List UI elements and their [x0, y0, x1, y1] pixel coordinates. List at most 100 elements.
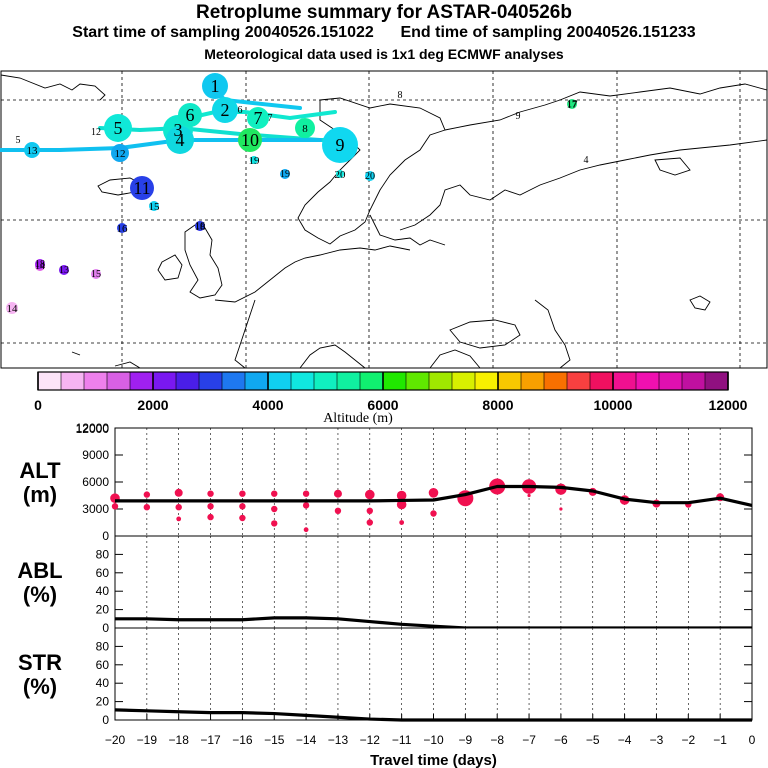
abl-axis-label: (%): [23, 582, 57, 607]
cluster-dot-17: [567, 99, 577, 109]
colorbar-swatch: [153, 372, 177, 390]
altitude-cluster-dot: [271, 490, 278, 497]
plume-label-12: 12: [115, 148, 126, 160]
cluster-label-6: 6: [238, 105, 243, 116]
plume-label-6: 6: [186, 105, 195, 125]
plume-label-1: 1: [211, 76, 220, 96]
cluster-label-9: 9: [516, 111, 521, 122]
plume-marker-11: [130, 176, 154, 200]
altitude-cluster-dot: [302, 502, 310, 509]
x-tick-label: −4: [618, 733, 632, 747]
colorbar-tick-label: 12000: [709, 397, 748, 413]
cluster-dot-15: [91, 269, 101, 279]
plume-marker-10: [238, 128, 262, 152]
sampling-time-line: Start time of sampling 20040526.151022 E…: [72, 24, 696, 41]
x-tick-label: −11: [392, 733, 412, 747]
colorbar-swatch: [475, 372, 499, 390]
colorbar-swatch: [406, 372, 430, 390]
plume-label-4: 4: [176, 130, 185, 150]
colorbar-swatch: [314, 372, 338, 390]
plume-label-9: 9: [336, 135, 345, 155]
x-tick-label: −20: [105, 733, 126, 747]
cluster-dot-19: [280, 169, 290, 179]
x-tick-label: −10: [423, 733, 444, 747]
x-tick-label: −12: [360, 733, 381, 747]
colorbar-swatch: [705, 372, 729, 390]
colorbar-tick-label: 4000: [252, 397, 283, 413]
x-tick-label: 0: [749, 733, 756, 747]
plume-label-3: 3: [174, 120, 183, 140]
y-tick-label: 80: [96, 639, 110, 653]
map-grid: [1, 71, 767, 368]
colorbar-swatch: [130, 372, 154, 390]
plume-label-7: 7: [254, 108, 263, 128]
cluster-label-18: 18: [35, 259, 45, 270]
plume-marker-8: [295, 118, 315, 138]
y-tick-label: 3000: [82, 502, 109, 516]
colorbar-swatch: [659, 372, 683, 390]
altitude-cluster-dot: [303, 527, 309, 533]
altitude-cluster-dot: [143, 491, 151, 498]
cluster-dot-16: [195, 221, 205, 231]
y-tick-label: 12000: [76, 422, 110, 436]
colorbar-swatch: [498, 372, 522, 390]
cluster-label-16: 16: [195, 221, 205, 232]
colorbar-swatch: [360, 372, 384, 390]
colorbar-swatch: [590, 372, 614, 390]
colorbar-swatch: [567, 372, 591, 390]
x-tick-label: −2: [681, 733, 695, 747]
altitude-cluster-dot: [174, 488, 183, 497]
x-tick-label: −15: [264, 733, 285, 747]
cluster-label-19: 19: [280, 169, 290, 180]
altitude-cluster-dot: [527, 493, 531, 498]
colorbar-swatch: [337, 372, 361, 390]
plume-label-8: 8: [302, 123, 308, 135]
abl-panel: 0 20 40 60 80 ABL(%): [17, 535, 753, 635]
altitude-cluster-dot: [334, 507, 342, 514]
colorbar-swatch: [682, 372, 706, 390]
y-tick-label: 9000: [82, 448, 109, 462]
colorbar-swatch: [544, 372, 568, 390]
plume-marker-20: [336, 170, 344, 178]
y-tick-label: 20: [96, 603, 110, 617]
coastlines: [0, 74, 768, 369]
str-axis-label: (%): [23, 674, 57, 699]
plume-marker-2: [212, 97, 238, 123]
abl-axis-label: ABL: [17, 558, 62, 583]
chart-title: Retroplume summary for ASTAR-040526b: [196, 2, 572, 23]
plume-marker-14: [6, 302, 18, 314]
x-tick-label: −6: [554, 733, 568, 747]
y-tick-label: 20: [96, 695, 110, 709]
altitude-cluster-dot: [207, 503, 214, 510]
y-tick-label: 40: [96, 584, 110, 598]
x-tick-label: −19: [137, 733, 158, 747]
colorbar-swatch: [452, 372, 476, 390]
colorbar-tick-label: 6000: [367, 397, 398, 413]
alt-axis-label: (m): [23, 482, 57, 507]
plume-label-2: 2: [221, 100, 230, 120]
plume-marker-16: [117, 223, 127, 233]
y-tick-label: 12000: [76, 421, 110, 435]
colorbar-swatch: [61, 372, 85, 390]
colorbar-tick-label: 8000: [482, 397, 513, 413]
plume-label-15: 15: [149, 201, 161, 213]
x-tick-label: −16: [232, 733, 253, 747]
colorbar-swatch: [383, 372, 407, 390]
plume-marker-9: [322, 127, 358, 163]
altitude-cluster-dot: [271, 520, 278, 527]
altitude-cluster-dot: [271, 505, 278, 513]
plume-marker-7: [247, 107, 269, 129]
y-tick-label: 60: [96, 658, 110, 672]
y-tick-label: 80: [96, 547, 110, 561]
x-tick-label: −3: [650, 733, 664, 747]
cluster-label-8: 8: [398, 90, 403, 101]
altitude-cluster-dot: [207, 490, 214, 497]
altitude-cluster-dot: [559, 507, 563, 511]
colorbar-swatch: [38, 372, 62, 390]
altitude-cluster-dot: [207, 513, 214, 521]
plume-label-18: 18: [195, 221, 207, 233]
plume-marker-5: [104, 114, 132, 142]
cluster-dot-20: [365, 171, 375, 181]
cluster-label-20: 20: [365, 171, 375, 182]
altitude-cluster-dot: [366, 519, 373, 526]
